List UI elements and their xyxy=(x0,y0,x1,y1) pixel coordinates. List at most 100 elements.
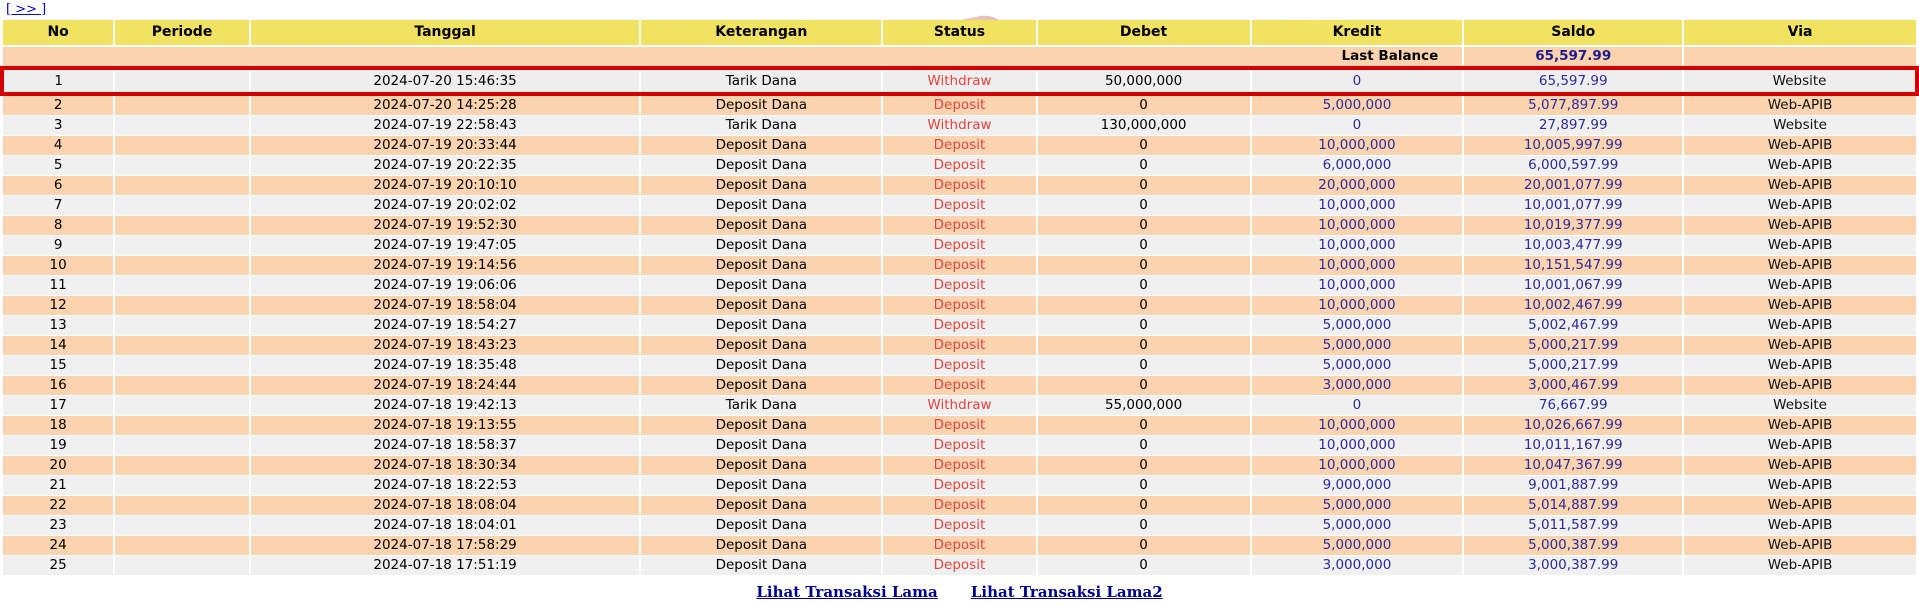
table-row[interactable]: 16 2024-07-19 18:24:44 Deposit Dana Deposit… xyxy=(0,375,1918,396)
last-balance-spacer xyxy=(1682,46,1918,68)
cell-via: Web-APIB xyxy=(1682,155,1918,176)
table-row[interactable]: 14 2024-07-19 18:43:23 Deposit Dana Deposit… xyxy=(0,335,1918,356)
cell-keterangan: Deposit Dana xyxy=(639,275,884,296)
column-header-kredit[interactable]: Kredit xyxy=(1249,20,1465,47)
cell-via: Web-APIB xyxy=(1682,135,1918,156)
column-header-no[interactable]: No xyxy=(0,20,116,47)
cell-status: Deposit xyxy=(881,555,1038,576)
cell-saldo: 20,001,077.99 xyxy=(1462,175,1685,196)
column-header-keterangan[interactable]: Keterangan xyxy=(639,20,884,47)
column-header-saldo[interactable]: Saldo xyxy=(1462,20,1685,47)
table-row[interactable]: 5 2024-07-19 20:22:35 Deposit Dana Deposit 0… xyxy=(0,155,1918,176)
cell-saldo: 10,019,377.99 xyxy=(1462,215,1685,236)
cell-saldo: 76,667.99 xyxy=(1462,395,1685,416)
cell-periode xyxy=(113,495,251,516)
cell-no: 8 xyxy=(0,215,116,236)
table-row[interactable]: 15 2024-07-19 18:35:48 Deposit Dana Deposit… xyxy=(0,355,1918,376)
table-row[interactable]: 11 2024-07-19 19:06:06 Deposit Dana Deposit… xyxy=(0,275,1918,296)
table-row[interactable]: 9 2024-07-19 19:47:05 Deposit Dana Deposit 0… xyxy=(0,235,1918,256)
table-row[interactable]: 3 2024-07-19 22:58:43 Tarik Dana Withdraw 13… xyxy=(0,115,1918,136)
cell-keterangan: Deposit Dana xyxy=(639,455,884,476)
table-row[interactable]: 12 2024-07-19 18:58:04 Deposit Dana Deposit… xyxy=(0,295,1918,316)
table-row[interactable]: 6 2024-07-19 20:10:10 Deposit Dana Deposit 0… xyxy=(0,175,1918,196)
cell-keterangan: Deposit Dana xyxy=(639,195,884,216)
cell-tanggal: 2024-07-19 18:58:04 xyxy=(248,295,642,316)
table-row[interactable]: 18 2024-07-18 19:13:55 Deposit Dana Deposit… xyxy=(0,415,1918,436)
cell-tanggal: 2024-07-19 19:14:56 xyxy=(248,255,642,276)
next-page-link[interactable]: [ >> ] xyxy=(6,2,47,17)
cell-periode xyxy=(113,195,251,216)
cell-debet: 130,000,000 xyxy=(1035,115,1252,136)
cell-debet: 0 xyxy=(1035,215,1252,236)
cell-via: Web-APIB xyxy=(1682,275,1918,296)
lihat-transaksi-lama2-link[interactable]: Lihat Transaksi Lama2 xyxy=(970,583,1163,601)
column-header-status[interactable]: Status xyxy=(881,20,1038,47)
table-row[interactable]: 21 2024-07-18 18:22:53 Deposit Dana Deposit… xyxy=(0,475,1918,496)
cell-no: 15 xyxy=(0,355,116,376)
cell-status: Deposit xyxy=(881,94,1038,116)
table-row[interactable]: 10 2024-07-19 19:14:56 Deposit Dana Deposit… xyxy=(0,255,1918,276)
table-row[interactable]: 19 2024-07-18 18:58:37 Deposit Dana Deposit… xyxy=(0,435,1918,456)
table-row[interactable]: 25 2024-07-18 17:51:19 Deposit Dana Deposit… xyxy=(0,555,1918,576)
cell-keterangan: Deposit Dana xyxy=(639,315,884,336)
column-header-tanggal[interactable]: Tanggal xyxy=(248,20,642,47)
cell-no: 13 xyxy=(0,315,116,336)
cell-periode xyxy=(113,155,251,176)
cell-debet: 0 xyxy=(1035,135,1252,156)
cell-via: Web-APIB xyxy=(1682,455,1918,476)
cell-keterangan: Deposit Dana xyxy=(639,375,884,396)
lihat-transaksi-lama-link[interactable]: Lihat Transaksi Lama xyxy=(756,583,938,601)
cell-debet: 0 xyxy=(1035,435,1252,456)
cell-via: Web-APIB xyxy=(1682,495,1918,516)
cell-kredit: 5,000,000 xyxy=(1249,94,1465,116)
cell-kredit: 10,000,000 xyxy=(1249,435,1465,456)
cell-no: 5 xyxy=(0,155,116,176)
cell-keterangan: Deposit Dana xyxy=(639,215,884,236)
cell-via: Website xyxy=(1682,66,1919,96)
cell-periode xyxy=(113,215,251,236)
table-row[interactable]: 2 2024-07-20 14:25:28 Deposit Dana Deposit 0… xyxy=(0,94,1918,116)
cell-kredit: 10,000,000 xyxy=(1249,135,1465,156)
table-row[interactable]: 1 2024-07-20 15:46:35 Tarik Dana Withdraw 50… xyxy=(0,66,1919,96)
cell-status: Deposit xyxy=(881,295,1038,316)
cell-keterangan: Deposit Dana xyxy=(639,555,884,576)
cell-keterangan: Deposit Dana xyxy=(639,435,884,456)
table-row[interactable]: 7 2024-07-19 20:02:02 Deposit Dana Deposit 0… xyxy=(0,195,1918,216)
cell-keterangan: Deposit Dana xyxy=(639,155,884,176)
cell-kredit: 10,000,000 xyxy=(1249,255,1465,276)
cell-debet: 0 xyxy=(1035,175,1252,196)
cell-tanggal: 2024-07-19 18:43:23 xyxy=(248,335,642,356)
cell-saldo: 3,000,387.99 xyxy=(1462,555,1685,576)
table-row[interactable]: 24 2024-07-18 17:58:29 Deposit Dana Deposit… xyxy=(0,535,1918,556)
cell-debet: 0 xyxy=(1035,275,1252,296)
cell-keterangan: Tarik Dana xyxy=(639,66,884,96)
column-header-via[interactable]: Via xyxy=(1682,20,1918,47)
table-row[interactable]: 8 2024-07-19 19:52:30 Deposit Dana Deposit 0… xyxy=(0,215,1918,236)
table-row[interactable]: 23 2024-07-18 18:04:01 Deposit Dana Deposit… xyxy=(0,515,1918,536)
cell-status: Deposit xyxy=(881,455,1038,476)
cell-periode xyxy=(113,475,251,496)
cell-keterangan: Deposit Dana xyxy=(639,415,884,436)
table-row[interactable]: 20 2024-07-18 18:30:34 Deposit Dana Deposit… xyxy=(0,455,1918,476)
cell-kredit: 3,000,000 xyxy=(1249,375,1465,396)
cell-periode xyxy=(113,115,251,136)
column-header-periode[interactable]: Periode xyxy=(113,20,251,47)
cell-tanggal: 2024-07-19 20:02:02 xyxy=(248,195,642,216)
table-row[interactable]: 4 2024-07-19 20:33:44 Deposit Dana Deposit 0… xyxy=(0,135,1918,156)
table-row[interactable]: 17 2024-07-18 19:42:13 Tarik Dana Withdraw 5… xyxy=(0,395,1918,416)
table-row[interactable]: 13 2024-07-19 18:54:27 Deposit Dana Deposit… xyxy=(0,315,1918,336)
cell-kredit: 5,000,000 xyxy=(1249,535,1465,556)
cell-periode xyxy=(113,435,251,456)
cell-status: Deposit xyxy=(881,275,1038,296)
table-row[interactable]: 22 2024-07-18 18:08:04 Deposit Dana Deposit… xyxy=(0,495,1918,516)
cell-status: Deposit xyxy=(881,475,1038,496)
cell-kredit: 10,000,000 xyxy=(1249,235,1465,256)
cell-kredit: 20,000,000 xyxy=(1249,175,1465,196)
cell-keterangan: Deposit Dana xyxy=(639,295,884,316)
cell-keterangan: Deposit Dana xyxy=(639,175,884,196)
cell-no: 10 xyxy=(0,255,116,276)
cell-periode xyxy=(113,355,251,376)
column-header-debet[interactable]: Debet xyxy=(1035,20,1252,47)
cell-debet: 0 xyxy=(1035,335,1252,356)
cell-via: Web-APIB xyxy=(1682,235,1918,256)
